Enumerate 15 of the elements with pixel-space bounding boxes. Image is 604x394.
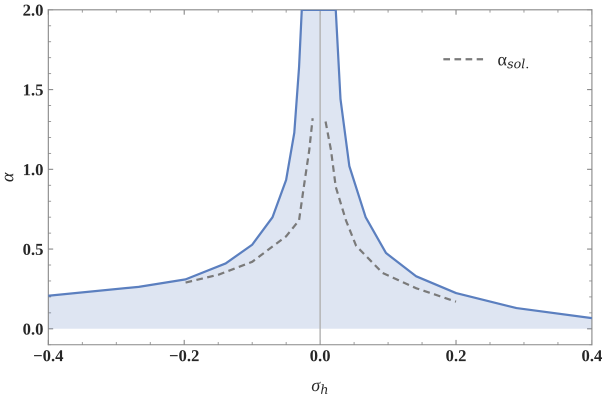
x-tick-label: −0.2: [170, 350, 199, 362]
y-axis-title: α: [4, 172, 14, 182]
x-tick-label: 0.4: [582, 350, 602, 362]
x-tick-label: 0.0: [310, 350, 330, 362]
y-tick-label: 2.0: [23, 4, 43, 16]
y-tick-label: 0.5: [23, 244, 43, 256]
y-tick-label: 0.0: [23, 324, 43, 335]
x-tick-label: −0.4: [34, 350, 64, 362]
line-series: [184, 117, 314, 284]
x-axis-title: σ$_{h}$: [312, 382, 328, 394]
x-tick-label: 0.2: [446, 350, 466, 362]
y-tick-label: 1.0: [24, 164, 43, 176]
legend-label: α$_{sol.}$: [498, 56, 528, 68]
line-series: [324, 120, 458, 303]
y-tick-label: 1.5: [24, 84, 43, 96]
